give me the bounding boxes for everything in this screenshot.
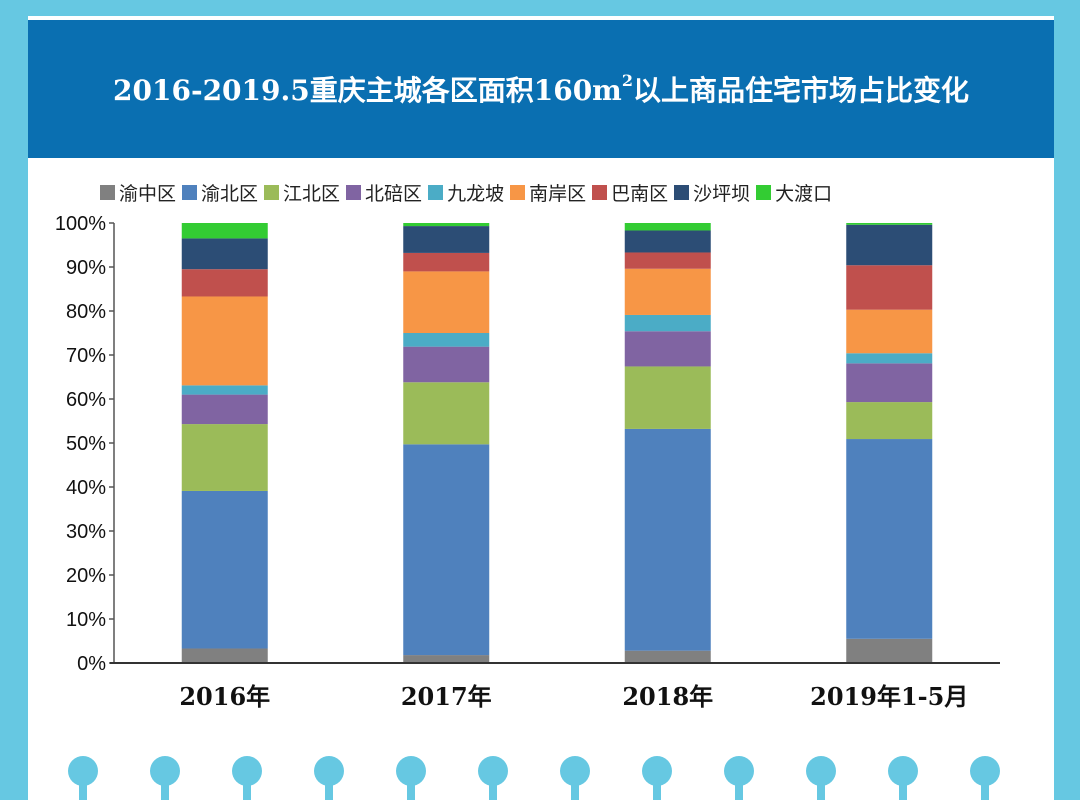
x-category-label: 2019年1-5月	[810, 682, 968, 711]
legend-item: 巴南区	[592, 179, 668, 206]
bar-segment	[181, 394, 268, 425]
legend-swatch	[346, 184, 362, 200]
legend-swatch	[756, 184, 772, 200]
legend-swatch	[510, 184, 526, 200]
y-tick-label: 50%	[66, 433, 106, 455]
legend-label: 北碚区	[365, 182, 423, 205]
y-tick-label: 100%	[55, 213, 106, 235]
decor-pin	[150, 756, 180, 800]
legend-item: 渝中区	[100, 179, 176, 206]
bar-segment	[624, 230, 711, 253]
chart-card: 2016-2019.5重庆主城各区面积160m2以上商品住宅市场占比变化 渝中区…	[28, 16, 1054, 800]
bar-segment	[403, 655, 490, 663]
y-tick-label: 60%	[66, 389, 106, 411]
decor-pin	[478, 756, 508, 800]
bar-segment	[846, 439, 933, 639]
y-tick-label: 80%	[66, 301, 106, 323]
bar-segment	[624, 252, 711, 269]
legend-label: 九龙坡	[447, 182, 505, 205]
legend-label: 巴南区	[611, 182, 669, 205]
bar-segment	[846, 265, 933, 310]
y-tick-label: 20%	[66, 565, 106, 587]
legend-item: 沙坪坝	[674, 179, 750, 206]
bar-segment	[846, 309, 933, 354]
legend-item: 江北区	[264, 179, 340, 206]
bar-segment	[181, 296, 268, 386]
decor-pin	[970, 756, 1000, 800]
bar-segment	[403, 226, 490, 253]
decor-pin	[314, 756, 344, 800]
y-tick-label: 40%	[66, 477, 106, 499]
bar-segment	[846, 402, 933, 440]
bar-segment	[624, 428, 711, 651]
legend-swatch	[592, 184, 608, 200]
legend-swatch	[182, 184, 198, 200]
bar-segment	[403, 252, 490, 272]
bar-segment	[846, 353, 933, 364]
y-tick-label: 70%	[66, 345, 106, 367]
decor-pin	[560, 756, 590, 800]
bar-segment	[403, 333, 490, 347]
legend-item: 北碚区	[346, 179, 422, 206]
legend-swatch	[100, 184, 115, 200]
y-tick-label: 0%	[77, 653, 106, 675]
bar-segment	[846, 363, 933, 403]
legend-item: 南岸区	[510, 179, 586, 206]
x-category-label: 2018年	[622, 682, 713, 711]
title-main: 2016-2019.5重庆主城各区面积160m	[113, 74, 622, 107]
bar-segment	[624, 223, 711, 231]
bar-segment	[181, 648, 268, 663]
decor-pin	[68, 756, 98, 800]
bar-segment	[403, 346, 490, 383]
x-category-label: 2016年	[179, 682, 270, 711]
bar-segment	[181, 490, 268, 649]
stacked-bar-chart: 0% 10% 20% 30% 40% 50% 60% 70% 80% 90% 100% 2016年 20…	[55, 213, 1000, 711]
bar-segment	[403, 271, 490, 333]
bar-segment	[624, 366, 711, 429]
legend-label: 沙坪坝	[693, 182, 751, 205]
bar-segment	[181, 385, 268, 395]
legend-label: 渝北区	[201, 182, 259, 205]
bar-segment	[403, 382, 490, 445]
bar-segment	[403, 223, 490, 227]
y-tick-label: 90%	[66, 257, 106, 279]
bar-segment	[181, 269, 268, 297]
legend-swatch	[428, 184, 444, 200]
bar-segment	[181, 424, 268, 491]
bar-segment	[624, 268, 711, 315]
legend-label: 江北区	[283, 182, 341, 205]
bar-segment	[403, 444, 490, 656]
legend-swatch	[264, 184, 280, 200]
bar-segment	[846, 638, 933, 663]
title-superscript: 2	[621, 70, 633, 90]
decor-pin	[888, 756, 918, 800]
legend-item: 九龙坡	[428, 179, 504, 206]
decor-pin	[724, 756, 754, 800]
decor-pin	[396, 756, 426, 800]
bottom-decoration	[28, 756, 1054, 800]
legend-label: 大渡口	[775, 182, 833, 205]
chart-title: 2016-2019.5重庆主城各区面积160m2以上商品住宅市场占比变化	[113, 69, 969, 109]
bar-segment	[624, 650, 711, 663]
bar-segment	[624, 331, 711, 367]
legend-label: 南岸区	[529, 182, 587, 205]
bar-segment	[846, 223, 933, 225]
y-tick-label: 30%	[66, 521, 106, 543]
bar-segment	[624, 314, 711, 332]
legend-item: 大渡口	[756, 179, 832, 206]
decor-pin	[642, 756, 672, 800]
decor-pin	[232, 756, 262, 800]
bar-segment	[181, 238, 268, 270]
x-category-label: 2017年	[401, 682, 492, 711]
legend: 渝中区 渝北区 江北区 北碚区 九龙坡 南岸区 巴南区 沙坪坝 大渡口	[100, 178, 1050, 206]
bar-segment	[181, 223, 268, 239]
legend-label: 渝中区	[119, 182, 177, 205]
y-tick-label: 10%	[66, 609, 106, 631]
decor-pin	[806, 756, 836, 800]
legend-item: 渝北区	[182, 179, 258, 206]
title-bar: 2016-2019.5重庆主城各区面积160m2以上商品住宅市场占比变化	[28, 20, 1054, 158]
title-suffix: 以上商品住宅市场占比变化	[632, 74, 969, 107]
bar-segment	[846, 224, 933, 266]
legend-swatch	[674, 184, 690, 200]
